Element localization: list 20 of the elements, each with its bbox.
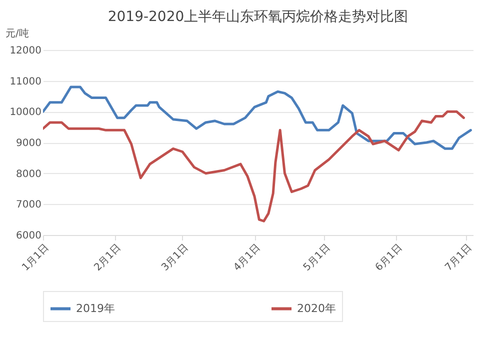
y-tick-label: 11000	[10, 76, 42, 88]
x-tick-label: 5月1日	[302, 242, 333, 274]
x-tick-label: 2月1日	[92, 242, 124, 274]
line-series	[43, 86, 472, 150]
legend-label: 2019年	[76, 302, 115, 315]
y-tick-label: 7000	[16, 200, 42, 211]
x-tick-label: 4月1日	[232, 242, 263, 274]
y-tick-label: 8000	[16, 168, 42, 180]
y-tick-label: 9000	[16, 138, 42, 149]
y-tick-label: 6000	[16, 230, 42, 242]
chart-title: 2019-2020上半年山东环氧丙烷价格走势对比图	[108, 9, 408, 25]
y-tick-label: 10000	[10, 107, 42, 118]
x-tick-label: 7月1日	[443, 242, 474, 274]
x-tick-label: 3月1日	[160, 242, 191, 274]
legend-label: 2020年	[297, 302, 336, 315]
x-tick-label: 1月1日	[20, 242, 52, 274]
y-tick-label: 12000	[10, 46, 42, 56]
line-series	[43, 110, 465, 222]
x-tick-label: 6月1日	[374, 242, 405, 274]
y-axis-title: 元/吨	[6, 28, 29, 40]
